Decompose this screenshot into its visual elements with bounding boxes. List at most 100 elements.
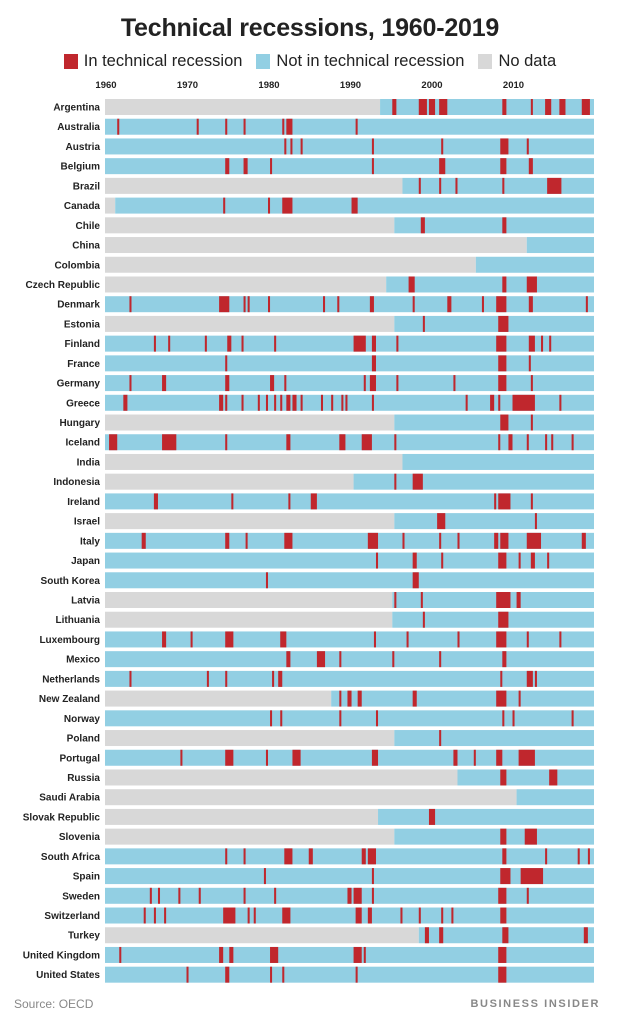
recession-segment	[457, 631, 460, 648]
recession-segment	[272, 670, 275, 687]
recession-segment	[526, 434, 529, 451]
recession-segment	[453, 375, 456, 392]
recession-segment	[528, 355, 531, 372]
recession-segment	[498, 552, 507, 569]
recession-segment	[502, 710, 505, 727]
country-label: Russia	[67, 773, 100, 784]
no-recession-segment	[331, 690, 594, 707]
recession-segment	[280, 631, 287, 648]
recession-segment	[541, 335, 544, 352]
recession-segment	[408, 276, 415, 293]
country-label: South Africa	[41, 852, 101, 863]
recession-segment	[439, 99, 448, 115]
recession-segment	[270, 966, 273, 983]
recession-segment	[225, 631, 234, 648]
recession-segment	[282, 907, 291, 924]
recession-segment	[339, 434, 346, 451]
recession-segment	[119, 946, 122, 963]
recession-segment	[396, 375, 399, 392]
recession-segment	[339, 690, 342, 707]
no-recession-segment	[105, 296, 594, 313]
recession-segment	[455, 177, 458, 194]
recession-segment	[292, 749, 301, 766]
recession-segment	[559, 394, 562, 411]
recession-segment	[496, 749, 503, 766]
recession-segment	[225, 375, 230, 392]
no-recession-segment	[516, 789, 594, 806]
recession-segment	[231, 493, 234, 510]
recession-segment	[265, 572, 268, 589]
recession-segment	[502, 99, 507, 115]
no-recession-segment	[402, 453, 594, 470]
recession-segment	[292, 394, 297, 411]
recession-segment	[439, 177, 442, 194]
country-label: Latvia	[71, 596, 100, 607]
recession-segment	[178, 887, 181, 904]
recession-segment	[545, 848, 548, 865]
recession-segment	[581, 532, 586, 549]
country-label: Sweden	[62, 891, 100, 902]
recession-segment	[530, 552, 535, 569]
x-tick-label: 1990	[340, 80, 361, 91]
recession-segment	[502, 276, 507, 293]
recession-segment	[530, 99, 533, 115]
country-label: Colombia	[54, 260, 100, 271]
country-label: Switzerland	[44, 911, 100, 922]
no-data-segment	[105, 730, 395, 747]
recession-segment	[512, 710, 515, 727]
recession-segment	[129, 375, 132, 392]
no-recession-segment	[105, 552, 594, 569]
country-label: Saudi Arabia	[39, 793, 100, 804]
recession-segment	[274, 335, 277, 352]
recession-segment	[371, 158, 374, 175]
no-recession-segment	[386, 276, 594, 293]
recession-segment	[257, 394, 260, 411]
country-label: South Korea	[41, 576, 101, 587]
recession-segment	[265, 749, 268, 766]
no-data-segment	[105, 769, 458, 786]
recession-segment	[282, 118, 285, 135]
recession-segment	[225, 355, 228, 372]
recession-segment	[353, 946, 362, 963]
recession-segment	[547, 552, 550, 569]
recession-segment	[534, 513, 537, 530]
legend-label-no-data: No data	[498, 52, 557, 70]
no-recession-segment	[392, 611, 594, 628]
recession-segment	[241, 335, 244, 352]
country-label: Germany	[57, 379, 101, 390]
recession-segment	[243, 848, 246, 865]
country-label: Greece	[66, 398, 100, 409]
recession-segment	[502, 848, 507, 865]
no-recession-segment	[457, 769, 594, 786]
no-recession-segment	[105, 907, 594, 924]
recession-segment	[500, 138, 509, 155]
recession-segment	[571, 710, 574, 727]
country-label: Czech Republic	[26, 280, 101, 291]
recession-segment	[581, 99, 590, 115]
country-label: Australia	[57, 122, 100, 133]
recession-segment	[412, 296, 415, 313]
recession-segment	[394, 434, 397, 451]
recession-timeline-chart: 1960 1970 1980 1990 2000 2010 Argentina Austral…	[23, 80, 594, 983]
no-data-segment	[105, 197, 116, 214]
recession-segment	[367, 532, 379, 549]
recession-segment	[129, 670, 132, 687]
recession-segment	[371, 887, 374, 904]
recession-segment	[396, 335, 399, 352]
recession-segment	[270, 158, 273, 175]
no-recession-segment	[394, 513, 594, 530]
country-label: United Kingdom	[23, 950, 100, 961]
recession-segment	[109, 434, 118, 451]
recession-segment	[526, 670, 533, 687]
recession-segment	[363, 375, 366, 392]
recession-segment	[559, 631, 562, 648]
recession-segment	[520, 868, 544, 885]
no-recession-segment	[394, 217, 594, 234]
recession-segment	[500, 868, 511, 885]
no-recession-segment	[105, 335, 594, 352]
recession-segment	[530, 414, 533, 431]
x-tick-label: 2010	[503, 80, 524, 91]
no-recession-segment	[105, 138, 594, 155]
no-data-segment	[105, 276, 387, 293]
recession-segment	[437, 513, 446, 530]
